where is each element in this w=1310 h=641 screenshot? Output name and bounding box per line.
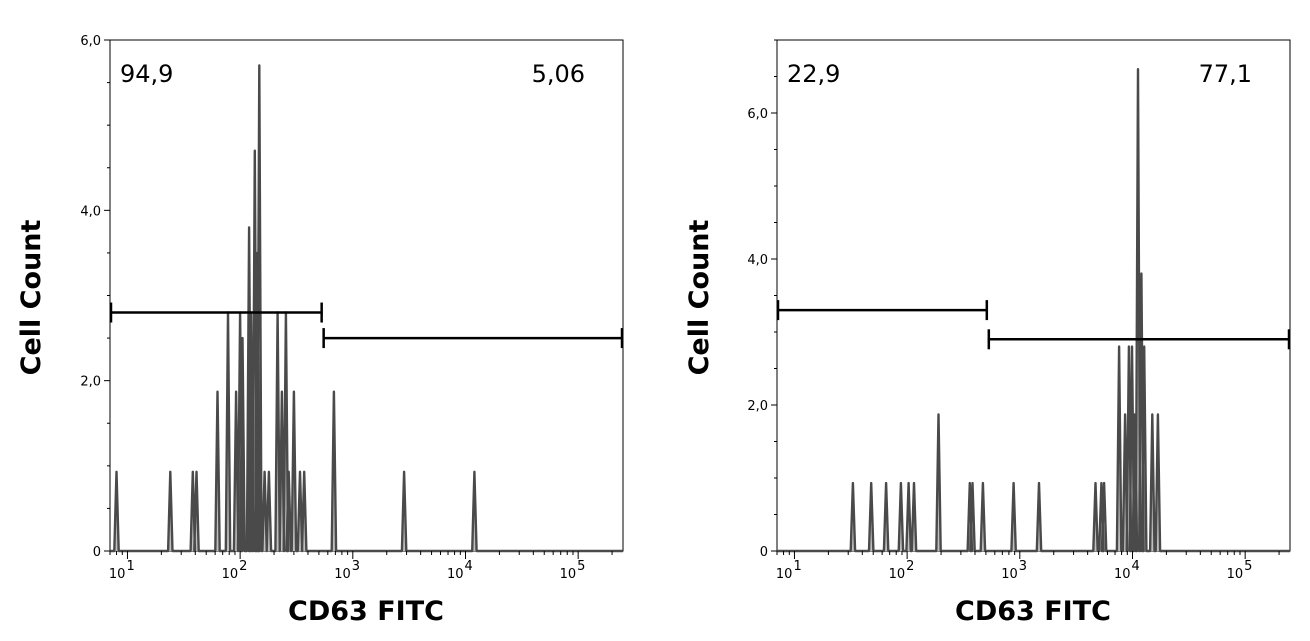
x-tick-exponent: 3 — [352, 559, 360, 574]
x-tick-exponent: 4 — [1131, 559, 1139, 574]
y-tick-label: 2,0 — [80, 375, 101, 390]
x-tick-exponent: 1 — [793, 559, 801, 574]
x-axis-title: CD63 FITC — [288, 596, 444, 627]
x-axis-title: CD63 FITC — [955, 596, 1111, 627]
x-tick-label: 10 — [1114, 567, 1131, 582]
y-tick-label: 2,0 — [747, 399, 768, 414]
x-tick-label: 10 — [447, 567, 464, 582]
x-tick-label: 10 — [1227, 567, 1244, 582]
gate-percent-left: 22,9 — [787, 60, 840, 88]
y-tick-label: 0 — [93, 545, 101, 560]
plot-frame — [776, 39, 1291, 552]
histogram-line — [777, 68, 1290, 553]
y-tick-label: 0 — [760, 545, 768, 560]
x-tick-label: 10 — [1001, 567, 1018, 582]
y-axis-title: Cell Count — [16, 220, 47, 376]
y-tick-label: 4,0 — [747, 253, 768, 268]
histogram-line — [110, 64, 623, 553]
x-tick-label: 10 — [889, 567, 906, 582]
plot-frame — [109, 39, 624, 552]
x-tick-label: 10 — [334, 567, 351, 582]
x-tick-label: 10 — [109, 567, 126, 582]
x-tick-exponent: 5 — [1244, 559, 1252, 574]
y-tick-label: 4,0 — [80, 204, 101, 219]
gate-percent-right: 5,06 — [532, 60, 585, 88]
x-tick-exponent: 3 — [1019, 559, 1027, 574]
y-axis-title: Cell Count — [684, 220, 715, 376]
x-tick-exponent: 4 — [464, 559, 472, 574]
x-tick-exponent: 5 — [577, 559, 585, 574]
y-tick-label: 6,0 — [747, 107, 768, 122]
gate-percent-left: 94,9 — [120, 60, 173, 88]
y-tick-label: 6,0 — [80, 34, 101, 49]
x-tick-label: 10 — [560, 567, 577, 582]
x-tick-exponent: 1 — [126, 559, 134, 574]
x-tick-exponent: 2 — [239, 559, 247, 574]
histogram-fill — [110, 65, 623, 551]
x-tick-exponent: 2 — [906, 559, 914, 574]
gate-percent-right: 77,1 — [1199, 60, 1252, 88]
x-tick-label: 10 — [776, 567, 793, 582]
x-tick-label: 10 — [222, 567, 239, 582]
